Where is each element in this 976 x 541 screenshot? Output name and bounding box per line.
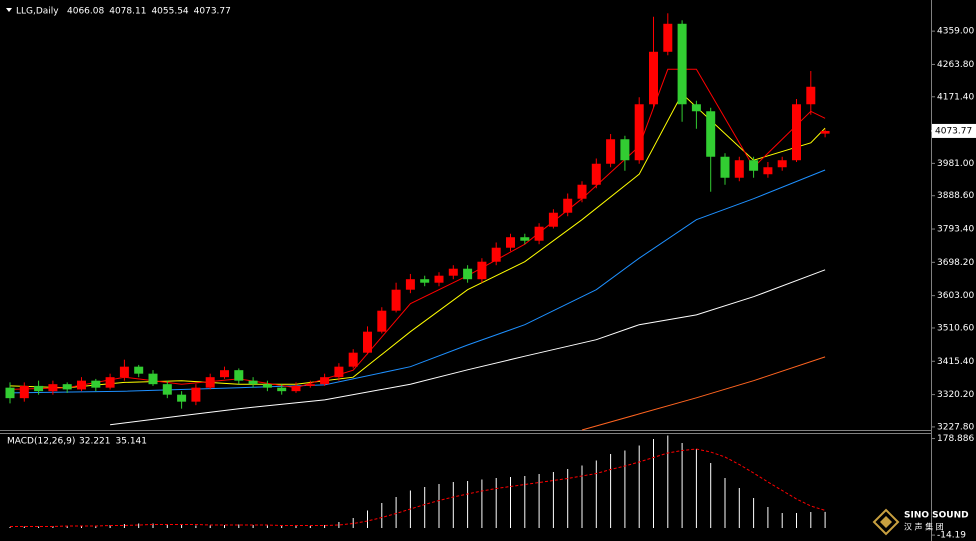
moving-average [581, 356, 826, 431]
candle-body [119, 366, 129, 378]
candle-body [777, 160, 787, 168]
candle-body [663, 23, 673, 52]
chart-title: LLG,Daily [16, 7, 59, 17]
y-tick-label: 3510.60 [937, 323, 974, 333]
y-tick-label: 3698.20 [937, 258, 974, 268]
candle-body [234, 370, 244, 381]
y-tick-label: 3227.80 [937, 422, 974, 432]
y-tick-label: 3888.60 [937, 191, 974, 201]
y-tick-label: 3320.20 [937, 390, 974, 400]
logo: SINO SOUND 汉 声 集 团 [872, 508, 969, 536]
ohlc-value: 4055.54 [151, 7, 188, 17]
y-tick-label: 4263.80 [937, 60, 974, 70]
candle-body [248, 380, 258, 385]
candle-body [363, 331, 372, 353]
logo-subtext: 汉 声 集 团 [904, 522, 944, 532]
candle-body [191, 387, 201, 402]
macd-value: 32.221 [79, 437, 111, 447]
candle-body [763, 167, 773, 175]
candle-body [434, 275, 444, 283]
candle-body [806, 86, 816, 105]
y-tick-label: 3981.00 [937, 159, 974, 169]
candle-body [177, 394, 187, 402]
y-tick-label: 4359.00 [937, 27, 974, 37]
candle-body [591, 163, 601, 185]
candle-body [305, 384, 315, 386]
candle-body [220, 370, 229, 378]
candle-body [634, 104, 644, 161]
macd-title: MACD(12,26,9) [7, 437, 75, 447]
candle-body [734, 160, 744, 178]
candle-body [577, 184, 587, 199]
candle-body [405, 279, 415, 290]
logo-text: SINO SOUND [904, 511, 969, 521]
candle-body [34, 385, 44, 392]
ohlc-value: 4066.08 [67, 7, 104, 17]
candle-body [448, 268, 458, 276]
candle-body [291, 385, 301, 392]
candle-body [677, 23, 687, 105]
candle-body [706, 111, 716, 157]
ohlc-value: 4073.77 [194, 7, 231, 17]
candle-body [548, 212, 558, 227]
candle-body [606, 139, 616, 164]
y-tick-label: 3603.00 [937, 291, 974, 301]
candle-body [391, 289, 401, 311]
candle-body [792, 104, 801, 161]
candle-body [348, 352, 358, 367]
signal-line [10, 448, 826, 527]
candle-body [491, 247, 501, 262]
candle-body [205, 377, 215, 388]
candle-body [463, 268, 473, 280]
moving-average [9, 169, 826, 394]
candle-body [334, 366, 344, 378]
candle-body [77, 380, 86, 390]
candle-body [48, 384, 58, 392]
candle-body [377, 310, 387, 332]
candle-body [520, 237, 530, 241]
candle-body [277, 387, 287, 392]
candle-body [506, 237, 515, 248]
y-tick-label: 178.886 [937, 434, 974, 444]
candle-body [534, 226, 544, 241]
moving-average [110, 269, 826, 426]
current-price-box [932, 123, 976, 138]
candle-body [691, 104, 701, 112]
menu-arrow[interactable] [6, 8, 12, 12]
logo-icon [872, 508, 900, 536]
candle-body [563, 198, 573, 213]
candle-body [134, 366, 144, 374]
current-price-label: 4073.77 [935, 126, 972, 136]
candle-body [649, 51, 658, 105]
candle-body [62, 384, 72, 390]
macd-value: 35.141 [116, 437, 148, 447]
candle-body [91, 380, 101, 388]
candle-body [477, 261, 487, 280]
y-tick-label: 3793.40 [937, 225, 974, 235]
candle-body [162, 384, 172, 395]
candle-body [148, 373, 158, 385]
y-tick-label: -14.19 [937, 531, 966, 541]
candle-body [19, 385, 29, 399]
candle-body [5, 387, 15, 399]
y-tick-label: 3415.40 [937, 357, 974, 367]
candle-body [749, 160, 759, 171]
candle-body [720, 156, 730, 178]
candle-body [105, 377, 115, 388]
candle-body [420, 279, 430, 283]
candle-body [620, 139, 630, 161]
candle-body [820, 130, 830, 134]
logo-icon [880, 516, 892, 528]
ohlc-value: 4078.11 [109, 7, 146, 17]
candle-body [320, 377, 330, 385]
candle-body [262, 384, 272, 388]
y-tick-label: 4171.40 [937, 92, 974, 102]
